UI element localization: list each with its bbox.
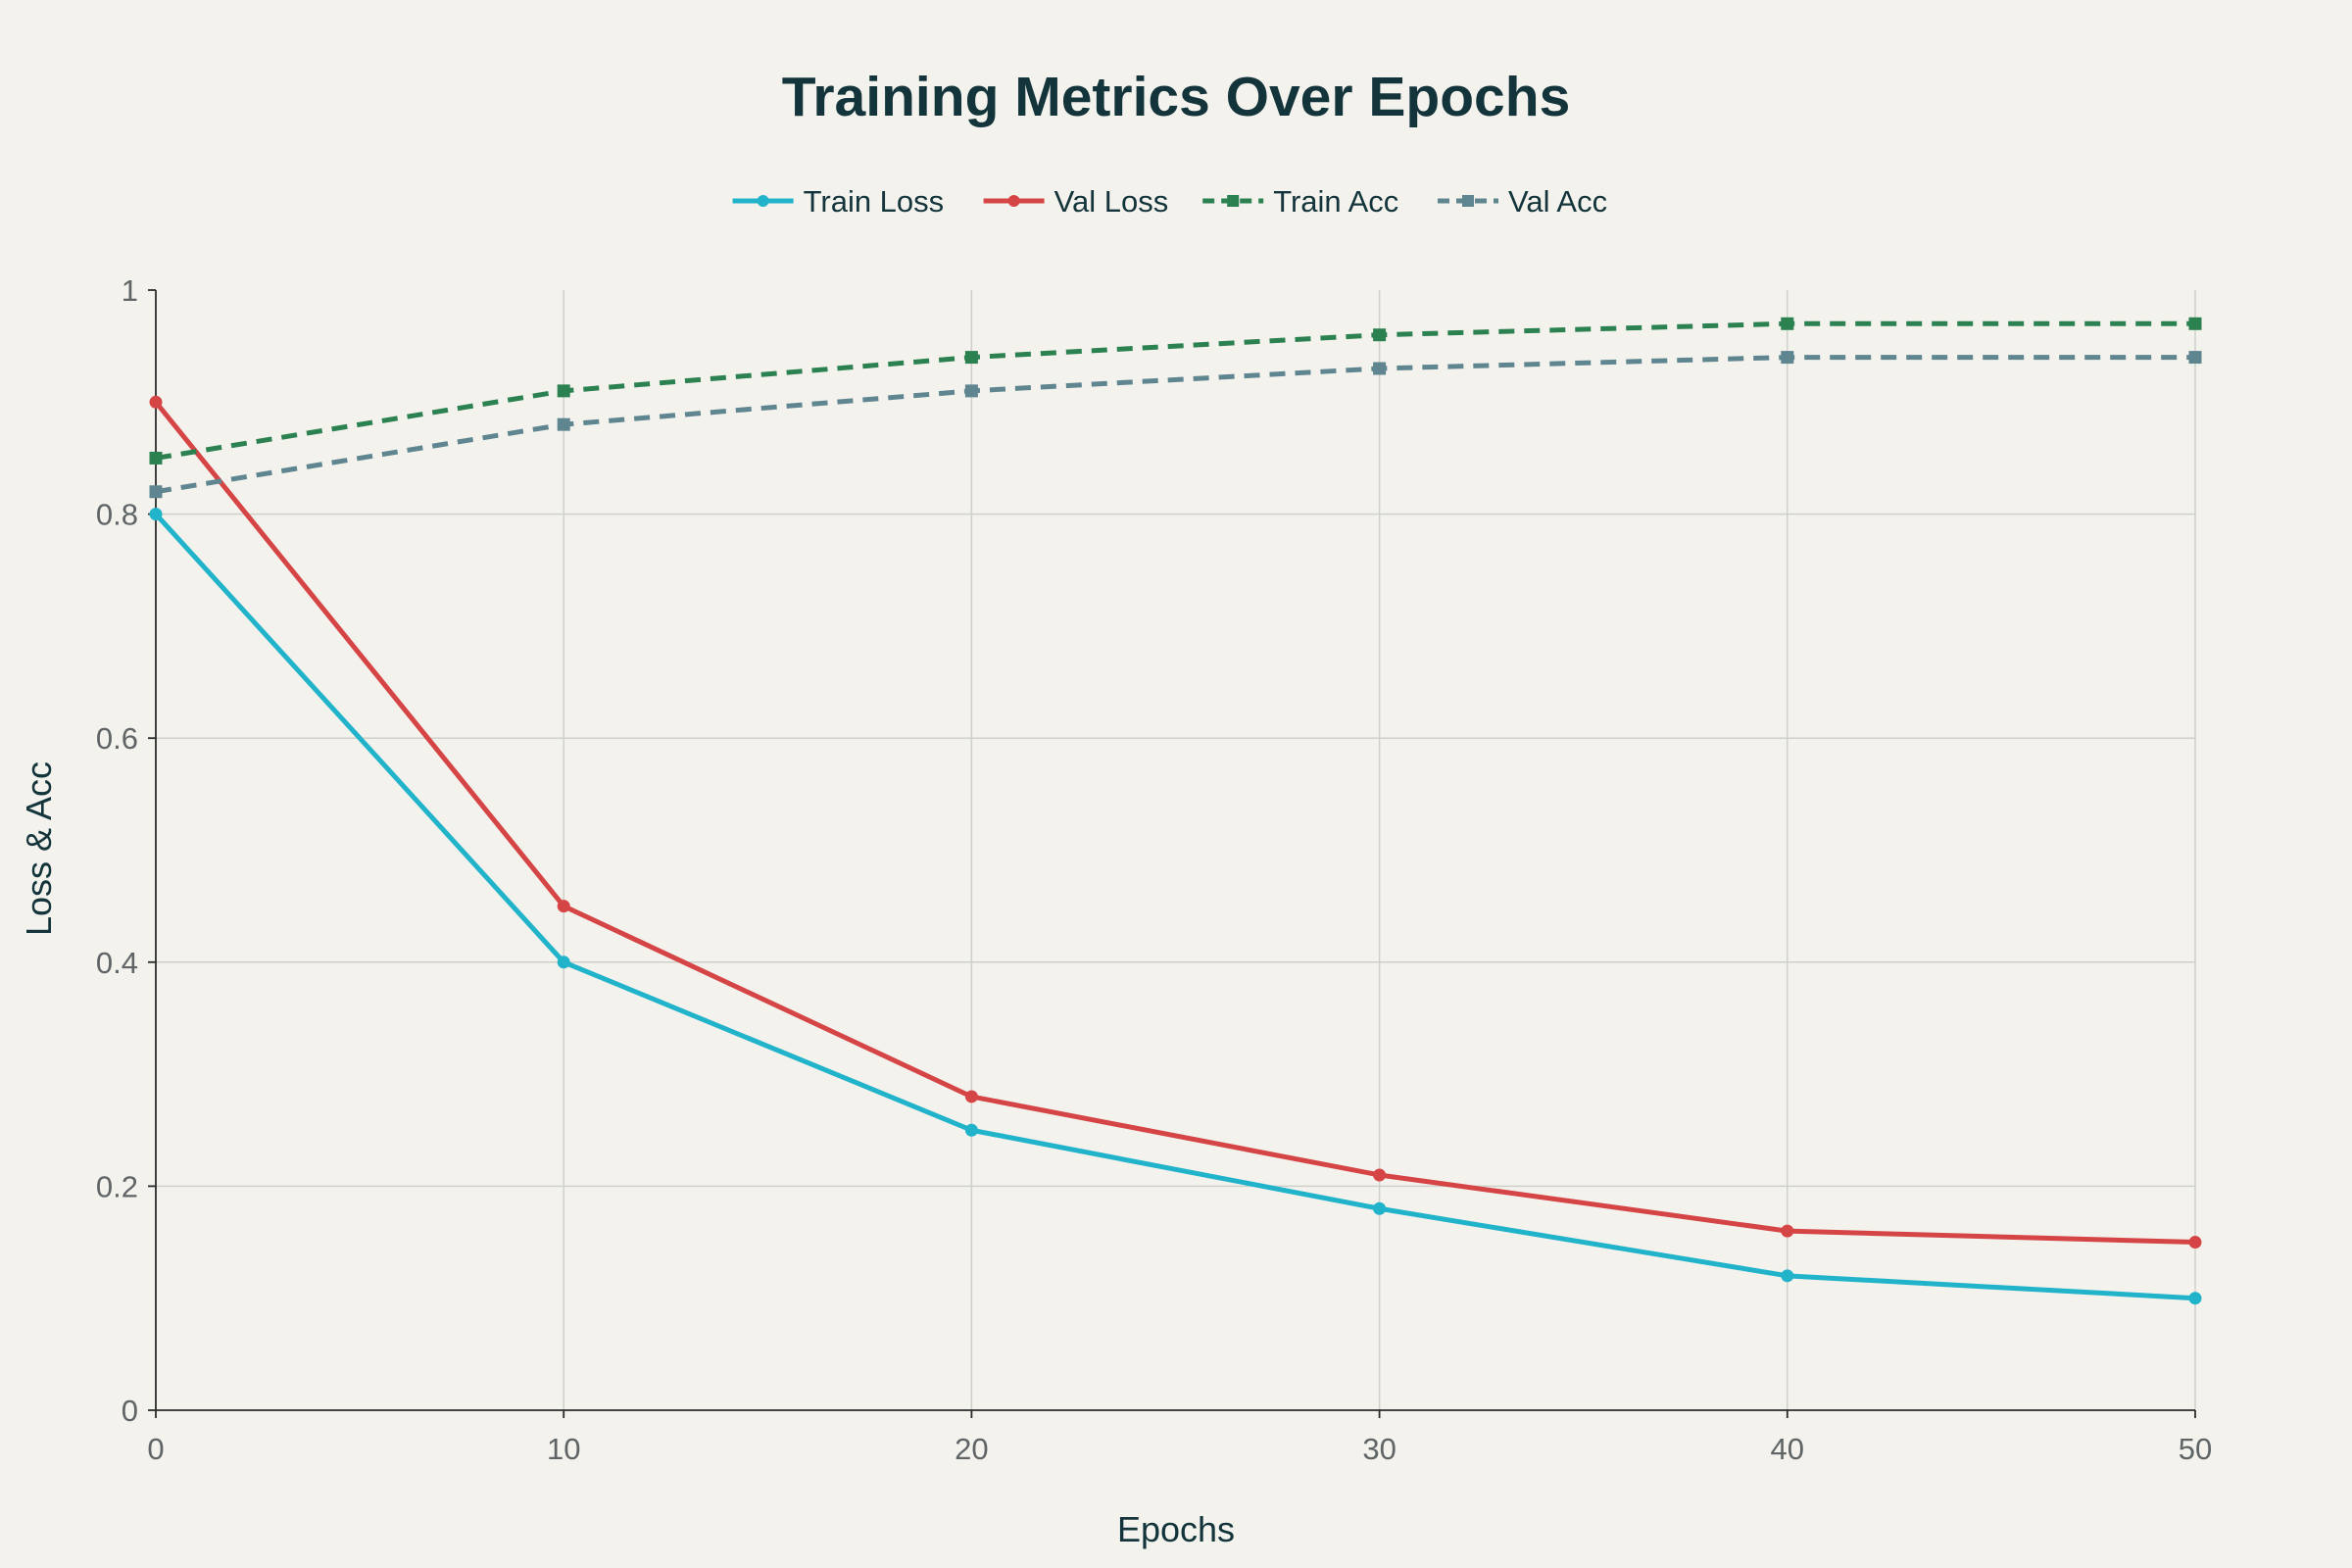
val-loss-point: [964, 1090, 978, 1103]
train-acc-point: [557, 384, 570, 398]
axes: [148, 289, 2196, 1418]
y-axis-title: Loss & Acc: [19, 761, 59, 936]
train-loss-point: [149, 508, 163, 521]
train-loss-point: [1781, 1269, 1794, 1283]
legend-item-train-acc: Train Acc: [1202, 184, 1398, 219]
val-loss-line: [154, 400, 2196, 1246]
legend-marker: [1007, 195, 1020, 207]
legend-marker: [1227, 195, 1240, 207]
series-val-loss: [149, 395, 2202, 1250]
train-loss-point: [964, 1123, 978, 1137]
legend-label: Val Loss: [1054, 184, 1169, 219]
y-tick-label: 0.4: [96, 946, 138, 980]
y-tick-label: 1: [122, 273, 138, 308]
val-acc-point: [557, 417, 570, 431]
x-tick-label: 30: [1362, 1432, 1396, 1466]
val-acc-line: [155, 355, 2195, 495]
series-train-loss: [149, 508, 2202, 1305]
train-acc-point: [2188, 317, 2202, 330]
series-train-acc: [149, 317, 2202, 465]
y-tick-label: 0: [122, 1394, 138, 1428]
chart-legend: Train Loss Val Loss Train Acc Val Acc: [732, 184, 1607, 219]
legend-item-train-loss: Train Loss: [732, 184, 945, 219]
train-acc-line: [155, 320, 2195, 461]
val-loss-point: [149, 395, 163, 409]
train-acc-point: [1781, 317, 1794, 330]
x-tick-label: 50: [2179, 1432, 2212, 1466]
val-acc-point: [149, 485, 163, 499]
val-loss-point: [1781, 1224, 1794, 1238]
legend-label: Train Acc: [1273, 184, 1398, 219]
series-lines: [149, 317, 2202, 1305]
legend-item-val-acc: Val Acc: [1438, 184, 1607, 219]
val-acc-point: [2188, 351, 2202, 365]
x-tick-label: 20: [955, 1432, 988, 1466]
legend-marker: [1462, 195, 1474, 207]
legend-item-val-loss: Val Loss: [983, 184, 1169, 219]
x-tick-label: 40: [1771, 1432, 1804, 1466]
val-acc-point: [1373, 362, 1387, 375]
train-loss-point: [557, 956, 570, 969]
val-loss-point: [557, 900, 570, 913]
series-val-acc: [149, 351, 2202, 499]
legend-label: Train Loss: [804, 184, 945, 219]
x-tick-label: 0: [147, 1432, 164, 1466]
tick-labels: 0 10 20 30 40 50 0 0.2 0.4 0.6 0.8 1: [96, 273, 2212, 1466]
val-acc-point: [1781, 351, 1794, 365]
train-acc-point: [149, 451, 163, 465]
grid: [156, 290, 2196, 1410]
train-acc-point: [1373, 328, 1387, 342]
x-tick-label: 10: [547, 1432, 580, 1466]
train-loss-point: [2188, 1292, 2202, 1305]
train-loss-point: [1373, 1201, 1387, 1215]
y-tick-label: 0.8: [96, 498, 138, 532]
legend-label: Val Acc: [1508, 184, 1607, 219]
legend-marker: [757, 195, 769, 207]
x-axis-title: Epochs: [1117, 1509, 1235, 1549]
val-loss-point: [1373, 1168, 1387, 1182]
val-loss-point: [2188, 1236, 2202, 1250]
val-acc-point: [964, 384, 978, 398]
y-tick-label: 0.6: [96, 721, 138, 756]
train-loss-line: [154, 512, 2196, 1301]
train-acc-point: [964, 351, 978, 365]
chart-title: Training Metrics Over Epochs: [782, 66, 1571, 128]
y-tick-label: 0.2: [96, 1169, 138, 1203]
